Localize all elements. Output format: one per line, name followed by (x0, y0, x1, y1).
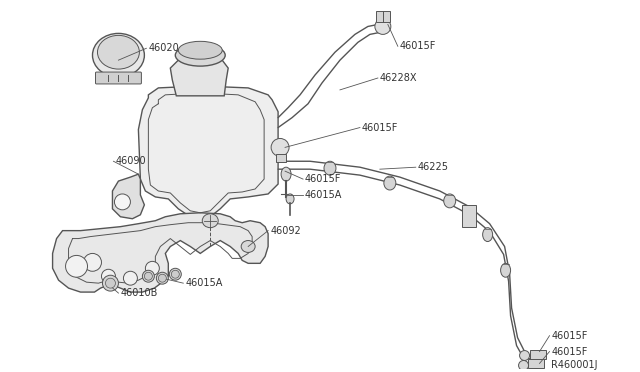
Circle shape (170, 268, 181, 280)
Ellipse shape (97, 35, 140, 69)
Ellipse shape (281, 167, 291, 181)
Circle shape (106, 278, 115, 288)
Text: 46015F: 46015F (362, 122, 398, 132)
Polygon shape (170, 57, 228, 96)
Circle shape (520, 350, 529, 360)
Circle shape (145, 272, 152, 280)
Ellipse shape (444, 194, 456, 208)
FancyBboxPatch shape (461, 205, 476, 227)
FancyBboxPatch shape (276, 154, 286, 162)
Circle shape (124, 271, 138, 285)
FancyBboxPatch shape (529, 350, 545, 359)
Circle shape (518, 360, 529, 371)
Text: 46015A: 46015A (186, 278, 223, 288)
Text: 46092: 46092 (270, 226, 301, 235)
Circle shape (83, 253, 102, 271)
Polygon shape (52, 213, 268, 292)
Text: 46015F: 46015F (552, 347, 588, 356)
Ellipse shape (286, 194, 294, 204)
Circle shape (115, 194, 131, 210)
Circle shape (102, 269, 115, 283)
Circle shape (142, 270, 154, 282)
Ellipse shape (483, 228, 493, 241)
Text: 46015F: 46015F (400, 41, 436, 51)
Text: 46090: 46090 (115, 156, 146, 166)
Circle shape (271, 138, 289, 156)
Ellipse shape (93, 33, 145, 77)
Circle shape (158, 274, 166, 282)
Text: R460001J: R460001J (552, 360, 598, 371)
Polygon shape (113, 174, 145, 219)
Ellipse shape (175, 44, 225, 66)
Text: 46015A: 46015A (305, 190, 342, 200)
Circle shape (375, 19, 391, 34)
Circle shape (102, 275, 118, 291)
Text: 46015F: 46015F (305, 174, 341, 184)
Text: 46020: 46020 (148, 43, 179, 53)
Ellipse shape (500, 263, 511, 277)
Circle shape (145, 262, 159, 275)
Ellipse shape (384, 176, 396, 190)
Circle shape (156, 272, 168, 284)
Ellipse shape (202, 214, 218, 228)
Text: 46225: 46225 (418, 162, 449, 172)
Circle shape (65, 256, 88, 277)
Ellipse shape (324, 161, 336, 175)
FancyBboxPatch shape (527, 359, 543, 368)
Ellipse shape (241, 241, 255, 253)
Text: 46015F: 46015F (552, 331, 588, 341)
FancyBboxPatch shape (376, 11, 390, 22)
Polygon shape (138, 86, 278, 219)
Ellipse shape (179, 41, 222, 59)
FancyBboxPatch shape (95, 72, 141, 84)
Text: 46010B: 46010B (120, 288, 158, 298)
Text: 46228X: 46228X (380, 73, 417, 83)
Circle shape (172, 270, 179, 278)
